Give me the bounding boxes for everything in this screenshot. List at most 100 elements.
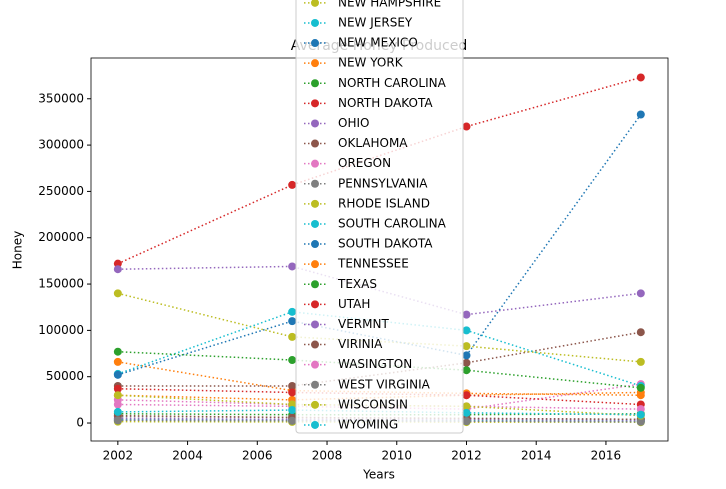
series-line <box>117 383 641 410</box>
y-tick-label: 250000 <box>38 184 84 198</box>
legend-marker <box>311 139 319 148</box>
x-tick-label: 2002 <box>103 449 134 463</box>
legend-marker <box>311 159 319 168</box>
legend-marker <box>311 219 319 228</box>
x-axis-label: Years <box>362 468 395 482</box>
data-point <box>288 416 297 425</box>
data-point <box>636 405 645 414</box>
data-point <box>636 410 645 419</box>
legend-label: SOUTH DAKOTA <box>338 237 433 251</box>
legend-marker <box>311 280 319 289</box>
data-point <box>462 326 471 335</box>
data-point <box>113 259 122 268</box>
y-axis-label: Honey <box>11 231 25 269</box>
legend-marker <box>311 59 319 68</box>
legend-marker <box>311 380 319 389</box>
data-point <box>113 416 122 425</box>
data-point <box>462 342 471 351</box>
data-point <box>462 310 471 319</box>
data-point <box>462 351 471 360</box>
data-point <box>462 122 471 131</box>
data-point <box>288 180 297 189</box>
data-point <box>113 370 122 379</box>
legend-label: TENNESSEE <box>337 257 409 271</box>
x-tick-label: 2012 <box>451 449 482 463</box>
data-point <box>636 328 645 337</box>
legend-marker <box>311 400 319 409</box>
legend-label: VERMNT <box>338 317 389 331</box>
data-point <box>636 289 645 298</box>
legend-label: OREGON <box>338 156 391 170</box>
legend-label: PENNSYLVANIA <box>338 176 428 190</box>
series-line <box>117 350 641 389</box>
data-point <box>288 332 297 341</box>
legend-marker <box>311 320 319 329</box>
legend-marker <box>311 240 319 249</box>
data-point <box>113 391 122 400</box>
x-tick-label: 2014 <box>521 449 552 463</box>
data-point <box>636 417 645 426</box>
legend-marker <box>311 199 319 208</box>
legend-marker <box>311 179 319 188</box>
data-point <box>288 381 297 390</box>
data-point <box>636 357 645 366</box>
series-line <box>117 361 641 396</box>
legend-marker <box>311 420 319 429</box>
y-tick-label: 150000 <box>38 277 84 291</box>
legend-label: VIRINIA <box>338 337 383 351</box>
data-point <box>288 388 297 397</box>
legend-label: SOUTH CAROLINA <box>338 216 447 230</box>
data-point <box>288 317 297 326</box>
data-point <box>113 384 122 393</box>
data-point <box>462 408 471 417</box>
data-point <box>636 383 645 392</box>
legend-label: NEW HAMPSHIRE <box>338 0 441 9</box>
data-point <box>113 407 122 416</box>
data-point <box>462 402 471 411</box>
legend-label: OHIO <box>338 116 369 130</box>
data-point <box>462 358 471 367</box>
legend-label: OKLAHOMA <box>338 136 408 150</box>
y-tick-label: 100000 <box>38 323 84 337</box>
y-tick-label: 0 <box>76 416 84 430</box>
legend-marker <box>311 79 319 88</box>
legend-label: NEW YORK <box>338 56 404 70</box>
data-point <box>462 391 471 400</box>
data-point <box>462 417 471 426</box>
legend-marker <box>311 360 319 369</box>
y-tick-label: 300000 <box>38 138 84 152</box>
x-tick-label: 2010 <box>381 449 412 463</box>
series-line <box>117 114 642 376</box>
legend-marker <box>311 99 319 108</box>
data-point <box>113 357 122 366</box>
data-point <box>113 289 122 298</box>
x-tick-label: 2008 <box>312 449 343 463</box>
data-point <box>288 262 297 271</box>
legend-marker <box>311 39 319 48</box>
data-point <box>462 366 471 375</box>
legend-label: TEXAS <box>337 277 377 291</box>
y-tick-label: 50000 <box>46 369 84 383</box>
legend-marker <box>311 18 319 27</box>
x-tick-label: 2006 <box>242 449 273 463</box>
legend-label: NORTH CAROLINA <box>338 76 447 90</box>
series-line <box>117 394 641 417</box>
data-point <box>636 110 645 119</box>
legend-label: WYOMING <box>338 417 398 431</box>
data-point <box>636 73 645 82</box>
legend-label: NORTH DAKOTA <box>338 96 433 110</box>
legend-marker <box>311 0 319 7</box>
legend-label: UTAH <box>338 297 370 311</box>
x-tick-label: 2004 <box>172 449 203 463</box>
legend-marker <box>311 119 319 128</box>
data-point <box>288 406 297 415</box>
legend-label: WISCONSIN <box>338 397 408 411</box>
legend-label: NEW JERSEY <box>338 15 413 29</box>
data-point <box>288 400 297 409</box>
legend-marker <box>311 300 319 309</box>
legend-box <box>295 0 464 434</box>
data-point <box>288 307 297 316</box>
y-tick-label: 350000 <box>38 91 84 105</box>
data-point <box>288 356 297 365</box>
